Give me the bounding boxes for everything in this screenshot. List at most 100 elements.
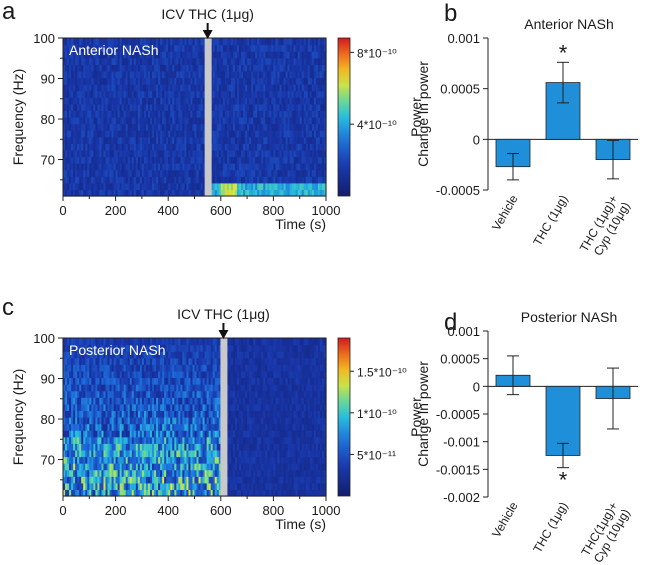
spectrogram-cell — [267, 130, 270, 138]
spectrogram-cell — [166, 136, 169, 144]
spectrogram-cell — [149, 384, 153, 392]
spectrogram-cell — [97, 57, 101, 65]
spectrogram-cell — [253, 38, 256, 46]
spectrogram-cell — [131, 449, 135, 458]
spectrogram-cell — [168, 344, 171, 352]
spectrogram-cell — [232, 143, 236, 151]
spectrogram-cell — [305, 163, 309, 171]
spectrogram-cell — [69, 357, 72, 365]
spectrogram-cell — [113, 476, 117, 484]
spectrogram-cell — [212, 136, 216, 144]
spectrogram-cell — [131, 130, 135, 138]
spectrogram-cell — [303, 90, 307, 98]
spectrogram-cell — [85, 110, 88, 118]
spectrogram-cell — [152, 149, 155, 158]
spectrogram-cell — [135, 469, 139, 477]
spectrogram-cell — [162, 489, 165, 497]
spectrogram-cell — [73, 443, 76, 451]
spectrogram-cell — [63, 143, 66, 151]
spectrogram-cell — [277, 110, 281, 118]
spectrogram-cell — [295, 110, 299, 118]
spectrogram-cell — [236, 182, 240, 191]
spectrogram-cell — [107, 84, 111, 92]
spectrogram-cell — [129, 403, 133, 412]
spectrogram-cell — [139, 189, 143, 197]
spectrogram-cell — [283, 38, 287, 46]
spectrogram-cell — [303, 103, 307, 112]
spectrogram-cell — [190, 156, 194, 164]
spectrogram-cell — [75, 64, 78, 72]
spectrogram-cell — [145, 189, 149, 197]
spectrogram-cell — [176, 449, 179, 458]
spectrogram-cell — [129, 97, 133, 105]
spectrogram-cell — [307, 44, 311, 52]
spectrogram-cell — [109, 103, 113, 112]
spectrogram-cell — [234, 169, 238, 177]
spectrogram-cell — [202, 338, 206, 346]
spectrogram-cell — [125, 489, 129, 497]
spectrogram-cell — [89, 110, 92, 118]
spectrogram-cell — [190, 117, 194, 125]
spectrogram-cell — [135, 163, 139, 171]
spectrogram-cell — [154, 156, 157, 164]
spectrogram-cell — [168, 189, 171, 197]
spectrogram-cell — [186, 189, 190, 197]
spectrogram-cell — [109, 417, 113, 425]
panel-letter: a — [2, 0, 16, 25]
spectrogram-cell — [147, 469, 151, 477]
spectrogram-cell — [291, 97, 295, 105]
spectrogram-cell — [265, 77, 268, 85]
spectrogram-cell — [200, 97, 204, 105]
spectrogram-cell — [257, 90, 260, 98]
spectrogram-cell — [111, 377, 115, 385]
spectrogram-cell — [198, 357, 202, 365]
spectrogram-cell — [208, 449, 212, 458]
spectrogram-cell — [79, 117, 82, 125]
spectrogram-cell — [95, 182, 98, 191]
spectrogram-cell — [89, 117, 92, 125]
spectrogram-cell — [180, 130, 183, 138]
spectrogram-cell — [202, 117, 206, 125]
spectrogram-cell — [196, 38, 200, 46]
spectrogram-cell — [131, 482, 135, 491]
spectrogram-cell — [222, 156, 226, 164]
spectrogram-cell — [311, 77, 315, 85]
spectrogram-cell — [170, 38, 173, 46]
spectrogram-cell — [85, 344, 88, 352]
spectrogram-cell — [99, 90, 103, 98]
spectrogram-cell — [291, 44, 295, 52]
spectrogram-cell — [95, 482, 98, 491]
spectrogram-cell — [166, 130, 169, 138]
spectrogram-cell — [176, 338, 179, 346]
spectrogram-cell — [232, 84, 236, 92]
spectrogram-cell — [91, 377, 94, 385]
spectrogram-cell — [216, 44, 220, 52]
spectrogram-cell — [180, 123, 183, 131]
spectrogram-cell — [194, 123, 198, 131]
spectrogram-cell — [315, 44, 319, 52]
spectrogram-cell — [71, 64, 74, 72]
spectrogram-cell — [135, 57, 139, 65]
spectrogram-cell — [230, 182, 234, 191]
spectrogram-cell — [119, 84, 123, 92]
spectrogram-cell — [119, 364, 123, 372]
spectrogram-cell — [119, 463, 123, 471]
spectrogram-cell — [289, 182, 293, 191]
spectrogram-cell — [162, 110, 165, 118]
spectrogram-cell — [247, 97, 250, 105]
spectrogram-cell — [117, 377, 121, 385]
spectrogram-cell — [245, 143, 248, 151]
spectrogram-cell — [154, 449, 157, 458]
spectrogram-cell — [214, 436, 218, 444]
spectrogram-cell — [257, 51, 260, 59]
spectrogram-cell — [257, 169, 260, 177]
spectrogram-cell — [234, 182, 238, 191]
spectrogram-cell — [273, 143, 277, 151]
spectrogram-cell — [285, 103, 289, 112]
spectrogram-cell — [71, 130, 74, 138]
spectrogram-cell — [178, 130, 181, 138]
spectrogram-cell — [131, 476, 135, 484]
spectrogram-cell — [228, 163, 232, 171]
spectrogram-cell — [295, 103, 299, 112]
spectrogram-cell — [113, 449, 117, 458]
